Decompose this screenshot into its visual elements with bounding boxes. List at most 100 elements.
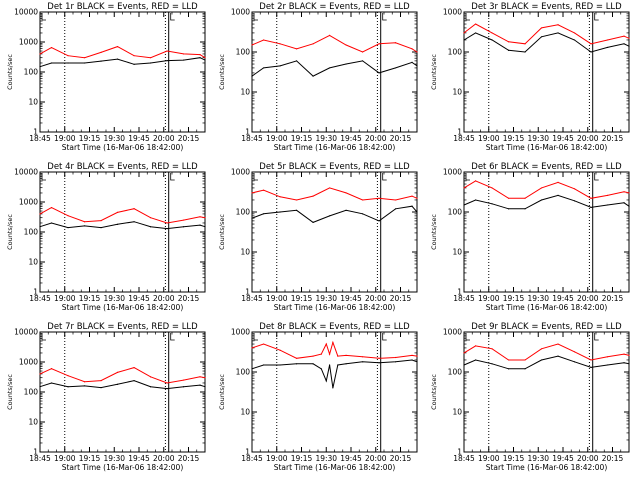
data-point-lld xyxy=(394,199,397,201)
y-tick-label: 10000 xyxy=(14,168,38,177)
data-point-lld xyxy=(524,359,526,361)
x-axis-label: Start Time (16-Mar-06 18:42:00) xyxy=(486,303,608,312)
corner-bracket-mark xyxy=(382,13,387,21)
x-tick-label: 19:30 xyxy=(315,134,337,143)
data-point-events xyxy=(166,387,168,390)
series-line-events xyxy=(251,359,418,389)
x-tick-label: 19:30 xyxy=(315,294,337,303)
chart-title: Det 7r BLACK = Events, RED = LLD xyxy=(47,322,198,332)
data-point-lld xyxy=(491,187,493,189)
x-tick-label: 19:00 xyxy=(54,134,76,143)
x-tick-label: 19:45 xyxy=(128,294,150,303)
data-point-lld xyxy=(573,188,576,190)
data-point-events xyxy=(116,223,119,225)
data-point-lld xyxy=(199,216,201,218)
x-tick-label: 19:30 xyxy=(527,294,549,303)
corner-bracket-mark xyxy=(465,173,470,181)
data-point-events xyxy=(83,225,86,227)
data-point-lld xyxy=(590,197,592,199)
data-point-lld xyxy=(50,368,53,370)
x-tick-label: 19:15 xyxy=(503,134,525,143)
data-point-events xyxy=(474,32,477,34)
data-point-lld xyxy=(416,355,418,357)
x-tick-label: 19:45 xyxy=(552,134,574,143)
data-point-lld xyxy=(116,46,119,48)
x-tick-label: 20:15 xyxy=(390,454,412,463)
x-tick-label: 19:45 xyxy=(340,294,362,303)
data-point-lld xyxy=(573,351,576,353)
data-point-events xyxy=(524,51,526,53)
data-point-events xyxy=(507,208,510,210)
series-line-lld xyxy=(39,367,206,384)
chart-title: Det 2r BLACK = Events, RED = LLD xyxy=(259,2,410,12)
data-point-events xyxy=(606,46,609,49)
data-point-lld xyxy=(345,354,347,357)
y-tick-label: 10 xyxy=(452,408,462,417)
y-tick-label: 1 xyxy=(245,128,250,137)
y-axis-label: Counts/sec xyxy=(430,374,438,410)
data-point-lld xyxy=(394,356,397,359)
y-tick-label: 1 xyxy=(457,288,462,297)
data-point-lld xyxy=(133,55,135,57)
x-axis-label: Start Time (16-Mar-06 18:42:00) xyxy=(274,143,396,152)
data-point-lld xyxy=(491,32,493,34)
corner-bracket-mark xyxy=(465,333,470,341)
series-line-lld xyxy=(463,343,630,361)
chart-title: Det 3r BLACK = Events, RED = LLD xyxy=(471,2,622,12)
x-tick-label: 20:00 xyxy=(153,134,175,143)
data-point-events xyxy=(295,60,298,62)
series-line-events xyxy=(463,194,630,210)
data-point-events xyxy=(50,62,53,64)
data-point-events xyxy=(328,215,331,217)
data-point-events xyxy=(378,220,380,222)
data-point-events xyxy=(100,387,102,389)
data-point-events xyxy=(628,363,630,365)
x-tick-label: 20:00 xyxy=(153,454,175,463)
data-point-lld xyxy=(345,192,347,194)
data-point-events xyxy=(199,224,201,226)
data-point-events xyxy=(345,209,347,211)
y-tick-label: 10000 xyxy=(14,8,38,17)
data-point-lld xyxy=(416,51,418,53)
data-point-lld xyxy=(628,354,630,357)
data-point-events xyxy=(573,361,576,363)
data-point-events xyxy=(39,226,41,228)
y-tick-label: 1000 xyxy=(19,38,38,47)
data-point-lld xyxy=(39,373,41,375)
data-point-lld xyxy=(295,199,298,201)
detector-panel-7: Det 7r BLACK = Events, RED = LLD 1 10 100 10… xyxy=(6,322,206,472)
x-tick-label: 20:15 xyxy=(602,454,624,463)
corner-bracket-mark xyxy=(382,173,387,181)
data-point-events xyxy=(39,386,41,388)
data-point-lld xyxy=(295,357,298,359)
x-tick-label: 20:15 xyxy=(178,134,200,143)
corner-bracket-mark xyxy=(594,13,599,21)
data-point-events xyxy=(251,368,253,370)
data-point-events xyxy=(337,364,339,366)
x-tick-label: 19:45 xyxy=(128,454,150,463)
y-tick-label: 100 xyxy=(448,368,463,377)
data-point-lld xyxy=(312,43,314,45)
chart-title: Det 4r BLACK = Events, RED = LLD xyxy=(47,162,198,172)
y-tick-label: 100 xyxy=(24,228,39,237)
data-point-events xyxy=(606,364,609,366)
data-point-events xyxy=(394,67,397,69)
data-point-events xyxy=(540,359,543,361)
y-axis-label: Counts/sec xyxy=(6,54,14,90)
series-line-lld xyxy=(463,23,630,45)
data-point-events xyxy=(182,226,185,228)
x-tick-label: 19:30 xyxy=(527,134,549,143)
data-point-events xyxy=(204,59,206,61)
data-point-events xyxy=(295,363,298,365)
corner-bracket-mark xyxy=(170,13,175,21)
data-point-events xyxy=(133,221,135,223)
data-point-lld xyxy=(361,356,364,358)
data-point-lld xyxy=(279,196,281,198)
data-point-lld xyxy=(83,57,86,59)
data-point-lld xyxy=(474,180,477,182)
data-point-events xyxy=(328,67,331,69)
data-point-lld xyxy=(166,50,168,52)
data-point-lld xyxy=(149,217,152,219)
data-point-lld xyxy=(204,217,206,219)
data-point-lld xyxy=(133,367,135,369)
